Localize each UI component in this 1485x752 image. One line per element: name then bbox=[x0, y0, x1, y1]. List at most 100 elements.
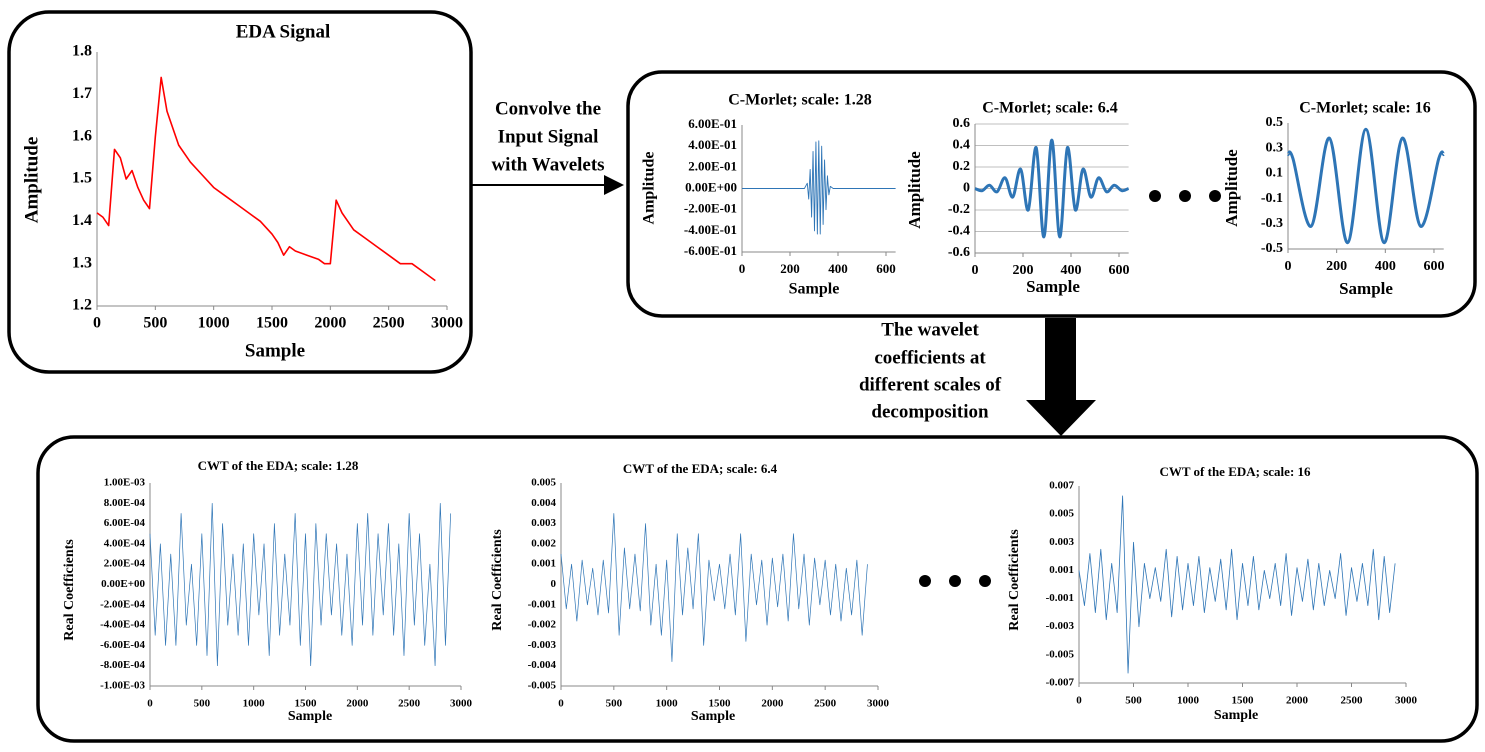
y-axis-label: Amplitude bbox=[905, 151, 924, 229]
data-line bbox=[1078, 495, 1396, 674]
x-axis-label: Sample bbox=[288, 709, 332, 724]
ellipsis-dot bbox=[979, 575, 991, 587]
y-tick-label: 0.001 bbox=[531, 558, 556, 570]
chart-title: C-Morlet; scale: 1.28 bbox=[728, 92, 872, 109]
x-tick-label: 400 bbox=[1375, 259, 1396, 274]
y-tick-label: -4.00E-04 bbox=[100, 619, 145, 631]
chart-title: CWT of the EDA; scale: 1.28 bbox=[198, 458, 359, 473]
y-tick-label: 0.002 bbox=[531, 537, 556, 549]
x-tick-label: 2000 bbox=[761, 698, 784, 710]
x-tick-label: 1000 bbox=[243, 698, 266, 710]
cwt-box bbox=[36, 435, 1479, 743]
y-tick-label: 1.6 bbox=[72, 127, 92, 144]
x-tick-label: 1000 bbox=[1177, 695, 1200, 707]
y-axis-label: Amplitude bbox=[1222, 149, 1241, 227]
y-tick-label: 0.003 bbox=[1049, 536, 1074, 548]
x-tick-label: 1000 bbox=[656, 698, 679, 710]
y-tick-label: 0.005 bbox=[1049, 508, 1074, 520]
y-axis-label: Real Coefficients bbox=[1007, 529, 1022, 631]
convolve-text: Convolve the bbox=[495, 98, 601, 119]
data-line bbox=[1286, 127, 1446, 245]
y-tick-label: -0.003 bbox=[1046, 620, 1075, 632]
y-tick-label: 0.001 bbox=[1049, 564, 1074, 576]
x-tick-label: 500 bbox=[194, 698, 211, 710]
x-tick-label: 3000 bbox=[1395, 695, 1418, 707]
coefficients-text: decomposition bbox=[871, 401, 989, 422]
data-line bbox=[974, 138, 1130, 239]
y-tick-label: 1.4 bbox=[72, 212, 92, 229]
y-axis-label: Real Coefficients bbox=[62, 539, 77, 641]
eda-box bbox=[7, 10, 473, 374]
x-tick-label: 500 bbox=[1125, 695, 1142, 707]
x-tick-label: 2500 bbox=[373, 315, 405, 332]
y-tick-label: 1.2 bbox=[72, 297, 92, 314]
x-tick-label: 600 bbox=[1109, 263, 1130, 278]
ellipsis-dot bbox=[1209, 190, 1221, 202]
x-tick-label: 1500 bbox=[256, 315, 288, 332]
y-tick-label: -0.1 bbox=[1261, 191, 1283, 206]
y-tick-label: -6.00E-04 bbox=[100, 639, 145, 651]
y-tick-label: 0.5 bbox=[1266, 115, 1284, 130]
chart-title: EDA Signal bbox=[236, 21, 331, 42]
y-tick-label: 1.7 bbox=[72, 85, 92, 102]
ellipsis-dot bbox=[919, 575, 931, 587]
y-tick-label: 0.3 bbox=[1266, 140, 1284, 155]
chart-title: CWT of the EDA; scale: 16 bbox=[1159, 464, 1311, 479]
y-tick-label: -0.002 bbox=[528, 619, 557, 631]
x-axis-label: Sample bbox=[691, 709, 735, 724]
x-tick-label: 0 bbox=[1076, 695, 1082, 707]
y-tick-label: 8.00E-04 bbox=[104, 497, 146, 509]
y-tick-label: 1.8 bbox=[72, 43, 92, 60]
y-tick-label: -0.001 bbox=[1046, 592, 1074, 604]
y-tick-label: 4.00E-04 bbox=[104, 537, 146, 549]
y-tick-label: -0.001 bbox=[528, 598, 556, 610]
convolve-text: with Wavelets bbox=[491, 154, 604, 175]
chart-title: C-Morlet; scale: 16 bbox=[1299, 100, 1431, 117]
y-tick-label: -0.5 bbox=[1261, 241, 1283, 256]
x-tick-label: 0 bbox=[558, 698, 564, 710]
y-tick-label: -8.00E-04 bbox=[100, 659, 145, 671]
convolve-text: Input Signal bbox=[498, 126, 599, 147]
x-axis-label: Sample bbox=[245, 340, 305, 361]
down-arrow bbox=[1026, 318, 1096, 436]
x-tick-label: 1500 bbox=[709, 698, 732, 710]
x-tick-label: 500 bbox=[606, 698, 623, 710]
x-tick-label: 2000 bbox=[346, 698, 369, 710]
x-axis-label: Sample bbox=[1214, 708, 1258, 723]
x-tick-label: 2500 bbox=[814, 698, 837, 710]
y-tick-label: 0.00E+00 bbox=[685, 179, 737, 194]
y-tick-label: 0.1 bbox=[1266, 166, 1284, 181]
x-tick-label: 400 bbox=[1061, 263, 1082, 278]
y-tick-label: -0.4 bbox=[948, 224, 970, 239]
x-axis-label: Sample bbox=[789, 281, 840, 298]
x-tick-label: 2500 bbox=[398, 698, 421, 710]
y-tick-label: -4.00E-01 bbox=[684, 222, 737, 237]
y-axis-label: Real Coefficients bbox=[490, 529, 505, 631]
y-tick-label: 2.00E-01 bbox=[688, 158, 737, 173]
ellipsis-dot bbox=[1149, 190, 1161, 202]
data-line bbox=[96, 76, 436, 282]
y-tick-label: 2.00E-04 bbox=[104, 558, 146, 570]
coefficients-text: The wavelet bbox=[881, 319, 979, 340]
y-tick-label: 4.00E-01 bbox=[688, 137, 737, 152]
x-tick-label: 0 bbox=[1285, 259, 1292, 274]
x-tick-label: 200 bbox=[1013, 263, 1034, 278]
x-tick-label: 500 bbox=[143, 315, 167, 332]
ellipsis-dot bbox=[1179, 190, 1191, 202]
chart-title: C-Morlet; scale: 6.4 bbox=[982, 100, 1118, 117]
y-tick-label: 0 bbox=[551, 578, 557, 590]
y-axis-label: Amplitude bbox=[641, 152, 658, 225]
y-tick-label: -0.007 bbox=[1046, 677, 1075, 689]
y-tick-label: -6.00E-01 bbox=[684, 243, 737, 258]
coefficients-text: coefficients at bbox=[874, 347, 986, 368]
y-tick-label: 1.3 bbox=[72, 254, 92, 271]
y-tick-label: 0.003 bbox=[531, 517, 556, 529]
x-tick-label: 2000 bbox=[1286, 695, 1309, 707]
data-line bbox=[742, 140, 896, 235]
x-tick-label: 1500 bbox=[295, 698, 318, 710]
x-tick-label: 2000 bbox=[314, 315, 346, 332]
x-tick-label: 0 bbox=[93, 315, 101, 332]
y-tick-label: 6.00E-04 bbox=[104, 517, 146, 529]
